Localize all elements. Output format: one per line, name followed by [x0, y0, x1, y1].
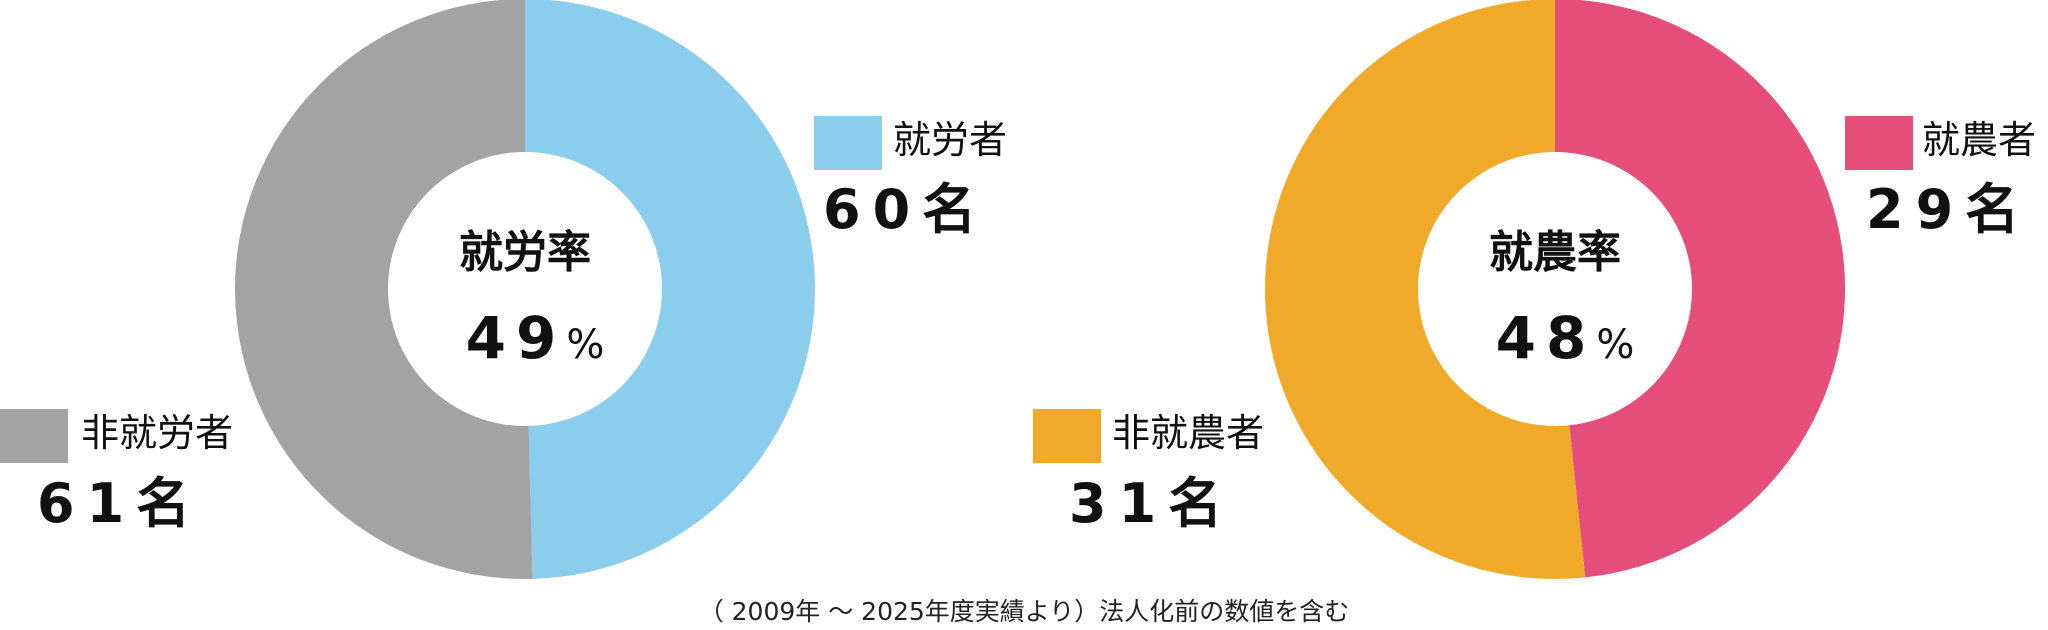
legend-swatch-farming [1845, 116, 1913, 170]
donut-employment [235, 0, 815, 579]
legend-label-employed: 就労者 [893, 118, 1008, 162]
legend-label-not-farming: 非就農者 [1112, 411, 1265, 455]
count-not-employed: 61名 [37, 472, 203, 535]
legend-label-not-employed: 非就労者 [81, 411, 234, 455]
center-value-unit: % [566, 322, 605, 368]
center-title-farming: 就農率 [1489, 227, 1621, 278]
center-value-employment: 49% [385, 306, 685, 377]
center-value-unit: % [1596, 322, 1635, 368]
donut-slice-0 [1555, 0, 1845, 578]
center-title-employment: 就労率 [459, 227, 591, 278]
center-value-farming: 48% [1415, 306, 1715, 377]
legend-swatch-not-employed [0, 409, 68, 463]
legend-swatch-employed [814, 116, 882, 170]
legend-swatch-not-farming [1033, 409, 1101, 463]
count-not-farming: 31名 [1069, 472, 1235, 535]
center-value-number: 48 [1495, 304, 1597, 372]
donut-slice-1 [1265, 0, 1586, 579]
donut-slice-1 [235, 0, 533, 579]
donut-farming [1265, 0, 1845, 579]
count-farming: 29名 [1866, 178, 2032, 241]
legend-label-farming: 就農者 [1922, 118, 2037, 162]
center-value-number: 49 [465, 304, 567, 372]
footnote: （ 2009年 ～ 2025年度実績より）法人化前の数値を含む [698, 597, 1350, 626]
donut-slice-0 [525, 0, 815, 579]
count-employed: 60名 [823, 178, 989, 241]
